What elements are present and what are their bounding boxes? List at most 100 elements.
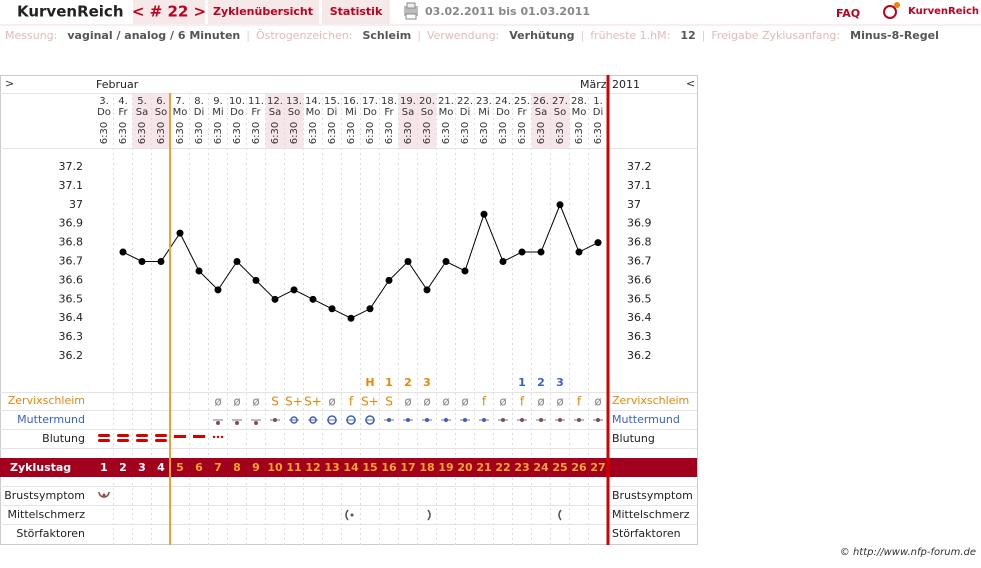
cervix-icon bbox=[539, 418, 543, 422]
separator: | bbox=[581, 29, 585, 42]
date: 11. bbox=[248, 96, 264, 107]
mucus-symbol: ø bbox=[594, 395, 601, 409]
y-tick-label: 37.2 bbox=[627, 160, 652, 173]
mucus-count: 3 bbox=[423, 376, 431, 389]
weekday: So bbox=[155, 107, 167, 118]
bleeding-icon bbox=[220, 435, 224, 439]
y-tick-label: 36.5 bbox=[627, 292, 652, 305]
y-tick-label: 37.2 bbox=[59, 160, 84, 173]
cycle-day: 18 bbox=[419, 461, 434, 474]
time: 6:30 bbox=[498, 122, 509, 144]
date: 23. bbox=[476, 96, 492, 107]
temperature-point bbox=[252, 276, 260, 284]
date: 9. bbox=[213, 96, 223, 107]
weekday: Fr bbox=[118, 107, 128, 118]
cycle-day: 17 bbox=[400, 461, 415, 474]
weekday: Mi bbox=[345, 107, 356, 118]
row-label: Muttermund bbox=[17, 413, 85, 426]
cervix-icon bbox=[254, 421, 258, 425]
time: 6:30 bbox=[156, 122, 167, 144]
pain-icon bbox=[350, 513, 354, 517]
cycle-day: 10 bbox=[267, 461, 283, 474]
cycle-day: 14 bbox=[343, 461, 359, 474]
temperature-point bbox=[233, 258, 241, 265]
y-tick-label: 37 bbox=[627, 198, 641, 211]
nav-prev[interactable]: > bbox=[5, 77, 14, 90]
temperature-point bbox=[366, 305, 374, 313]
time: 6:30 bbox=[194, 122, 205, 144]
cervix-icon bbox=[463, 418, 467, 422]
cycle-day: 13 bbox=[324, 461, 339, 474]
bleeding-icon bbox=[155, 439, 167, 442]
weekend-shade bbox=[398, 93, 418, 148]
cycle-day-bar bbox=[0, 458, 697, 477]
print-icon[interactable] bbox=[404, 2, 418, 20]
mucus-count: H bbox=[365, 376, 374, 389]
date: 24. bbox=[495, 96, 511, 107]
temperature-point bbox=[556, 201, 564, 209]
date: 10. bbox=[229, 96, 245, 107]
date: 6. bbox=[156, 96, 166, 107]
y-tick-label: 36.3 bbox=[627, 330, 652, 343]
info-value: 12 bbox=[680, 29, 695, 42]
y-tick-label: 37.1 bbox=[627, 179, 652, 192]
date: 16. bbox=[343, 96, 359, 107]
row-label: Blutung bbox=[42, 432, 85, 445]
temperature-point bbox=[138, 258, 146, 265]
date: 22. bbox=[457, 96, 473, 107]
nav-next[interactable]: < bbox=[686, 77, 695, 90]
weekday: Mo bbox=[572, 107, 587, 118]
info-label: Messung: bbox=[5, 29, 57, 42]
info-value: Verhütung bbox=[509, 29, 574, 42]
time: 6:30 bbox=[555, 122, 566, 144]
bleeding-icon bbox=[193, 435, 205, 438]
weekday: Fr bbox=[251, 107, 261, 118]
temperature-point bbox=[328, 305, 336, 313]
bleeding-icon bbox=[117, 434, 129, 437]
tab[interactable]: Statistik bbox=[330, 5, 383, 18]
temperature-point bbox=[290, 286, 298, 294]
chart: > Februar März 2011 <3.Do6:304.Fr6:305.Sa6:3… bbox=[0, 75, 697, 545]
cycle-day: 9 bbox=[252, 461, 260, 474]
temperature-point bbox=[575, 248, 583, 256]
temperature-point bbox=[461, 267, 469, 275]
y-tick-label: 36.6 bbox=[59, 273, 84, 286]
temp-count: 2 bbox=[537, 376, 545, 389]
y-tick-label: 36.9 bbox=[627, 217, 652, 230]
cervix-icon bbox=[577, 418, 581, 422]
cervix-icon bbox=[216, 421, 220, 425]
weekend-shade bbox=[265, 93, 285, 148]
brand: KurvenReich bbox=[908, 6, 979, 17]
bleeding-icon bbox=[212, 435, 216, 439]
cycle-day: 3 bbox=[138, 461, 146, 474]
cycle-day: 5 bbox=[176, 461, 184, 474]
weekday: Do bbox=[496, 107, 510, 118]
row-label: Störfaktoren bbox=[612, 527, 681, 540]
cervix-icon bbox=[327, 415, 337, 425]
weekday: Fr bbox=[384, 107, 394, 118]
time: 6:30 bbox=[365, 122, 376, 144]
cycle-day: 15 bbox=[362, 461, 377, 474]
temperature-point bbox=[499, 258, 507, 265]
mucus-symbol: S+ bbox=[285, 395, 303, 409]
temperature-point bbox=[480, 210, 488, 218]
mucus-symbol: ø bbox=[461, 395, 468, 409]
bleeding-icon bbox=[155, 434, 167, 437]
weekend-shade bbox=[132, 93, 152, 148]
faq-link[interactable]: FAQ bbox=[836, 7, 860, 20]
time: 6:30 bbox=[99, 122, 110, 144]
weekend-shade bbox=[151, 93, 171, 148]
date: 3. bbox=[99, 96, 109, 107]
y-tick-label: 36.8 bbox=[59, 236, 84, 249]
mucus-symbol: ø bbox=[537, 395, 544, 409]
weekday: So bbox=[288, 107, 300, 118]
tab[interactable]: Zyklenübersicht bbox=[213, 5, 313, 18]
cycle-day: 12 bbox=[305, 461, 320, 474]
cycle-nav[interactable]: < # 22 > bbox=[132, 3, 206, 21]
cervix-icon bbox=[501, 418, 505, 422]
date: 13. bbox=[286, 96, 302, 107]
temperature-point bbox=[385, 276, 393, 284]
